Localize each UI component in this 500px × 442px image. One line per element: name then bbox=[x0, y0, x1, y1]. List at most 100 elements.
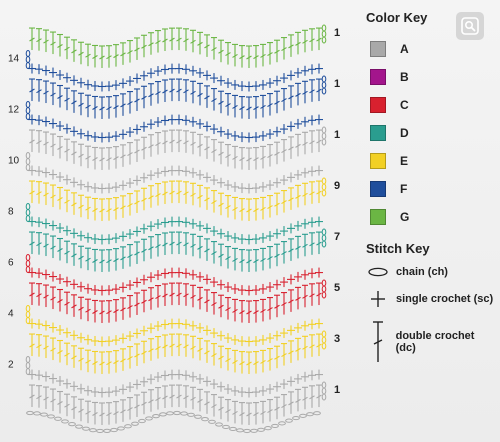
dc-bar bbox=[316, 292, 322, 297]
dc-bar bbox=[127, 101, 133, 106]
dc-bar bbox=[50, 41, 56, 46]
dc-bar bbox=[246, 106, 252, 111]
chain-stitch bbox=[131, 421, 139, 426]
dc-bar bbox=[36, 89, 42, 94]
turning-chain bbox=[25, 260, 31, 268]
zoom-button[interactable] bbox=[456, 12, 484, 40]
dc-bar bbox=[197, 92, 203, 97]
color-key-list: A B C D E F G bbox=[366, 35, 496, 231]
dc-bar bbox=[99, 361, 105, 366]
color-swatch bbox=[370, 209, 386, 225]
dc-bar bbox=[43, 396, 49, 401]
color-letter: E bbox=[400, 154, 409, 168]
chain-stitch bbox=[152, 414, 160, 419]
dc-bar bbox=[92, 106, 98, 110]
dc-bar bbox=[176, 292, 182, 297]
dc-bar bbox=[127, 407, 133, 412]
row-number: 5 bbox=[334, 282, 340, 294]
turning-chain bbox=[25, 56, 31, 64]
row-number: 7 bbox=[334, 231, 340, 243]
stitch-key-item: double crochet (dc) bbox=[366, 320, 496, 364]
dc-bar bbox=[134, 404, 140, 409]
dc-bar bbox=[120, 409, 126, 414]
dc-bar bbox=[316, 394, 322, 399]
chain-stitch bbox=[138, 418, 146, 424]
dc-bar bbox=[267, 256, 273, 261]
dc-bar bbox=[106, 259, 112, 264]
stitch-key-item: single crochet (sc) bbox=[366, 290, 496, 308]
turning-chain bbox=[321, 240, 327, 248]
chain-stitch bbox=[89, 428, 97, 433]
double-crochet-icon bbox=[366, 320, 390, 364]
dc-bar bbox=[176, 37, 182, 42]
pattern-row-6 bbox=[25, 254, 323, 296]
dc-bar bbox=[197, 41, 203, 46]
dc-bar bbox=[43, 192, 49, 197]
dc-bar bbox=[281, 149, 287, 154]
dc-bar bbox=[218, 406, 224, 411]
turning-chain bbox=[321, 75, 327, 83]
dc-bar bbox=[302, 192, 308, 197]
dc-bar bbox=[309, 38, 315, 43]
dc-bar bbox=[190, 141, 196, 146]
dc-bar bbox=[120, 256, 126, 261]
chain-stitch bbox=[285, 418, 293, 423]
dc-bar bbox=[64, 403, 70, 408]
row-number: 11 bbox=[334, 129, 340, 141]
dc-bar bbox=[239, 310, 245, 315]
dc-bar bbox=[155, 91, 161, 96]
dc-bar bbox=[232, 104, 238, 109]
dc-bar bbox=[239, 106, 245, 111]
dc-bar bbox=[288, 197, 294, 202]
dc-bar bbox=[190, 396, 196, 401]
color-swatch bbox=[370, 153, 386, 169]
dc-bar bbox=[36, 38, 42, 43]
dc-bar bbox=[267, 409, 273, 414]
dc-bar bbox=[253, 106, 259, 111]
chain-stitch bbox=[257, 427, 265, 432]
chain-stitch bbox=[47, 414, 55, 419]
dc-bar bbox=[113, 411, 119, 416]
dc-bar bbox=[309, 395, 315, 400]
dc-bar bbox=[71, 49, 77, 54]
dc-bar bbox=[162, 242, 168, 247]
dc-bar bbox=[204, 197, 210, 202]
chain-stitch bbox=[54, 416, 62, 421]
dc-bar bbox=[92, 412, 98, 416]
pattern-row-10 bbox=[25, 152, 323, 194]
turning-chain bbox=[25, 203, 31, 211]
dc-bar bbox=[309, 293, 315, 298]
dc-bar bbox=[113, 258, 119, 263]
dc-bar bbox=[43, 294, 49, 299]
dc-bar bbox=[71, 100, 77, 105]
dc-bar bbox=[141, 95, 147, 100]
dc-bar bbox=[246, 412, 252, 417]
dc-bar bbox=[106, 361, 112, 366]
dc-bar bbox=[197, 143, 203, 148]
turning-chain bbox=[25, 305, 31, 313]
dc-bar bbox=[302, 294, 308, 299]
dc-bar bbox=[85, 257, 91, 262]
dc-bar bbox=[99, 259, 105, 264]
turning-chain bbox=[321, 387, 327, 395]
dc-bar bbox=[302, 396, 308, 401]
dc-bar bbox=[204, 401, 210, 406]
dc-bar bbox=[106, 412, 112, 417]
turning-chain bbox=[25, 266, 31, 274]
dc-bar bbox=[92, 310, 98, 314]
turning-chain bbox=[321, 177, 327, 185]
dc-bar bbox=[246, 208, 252, 213]
dc-bar bbox=[225, 256, 231, 261]
dc-bar bbox=[99, 208, 105, 213]
pattern-row-3 bbox=[29, 330, 327, 374]
turning-chain bbox=[25, 356, 31, 364]
chain-stitch bbox=[243, 428, 251, 434]
dc-bar bbox=[78, 102, 84, 107]
dc-bar bbox=[113, 156, 119, 161]
dc-bar bbox=[78, 255, 84, 260]
dc-bar bbox=[253, 55, 259, 60]
turning-chain bbox=[25, 158, 31, 166]
dc-bar bbox=[211, 251, 217, 256]
turning-chain bbox=[321, 336, 327, 344]
